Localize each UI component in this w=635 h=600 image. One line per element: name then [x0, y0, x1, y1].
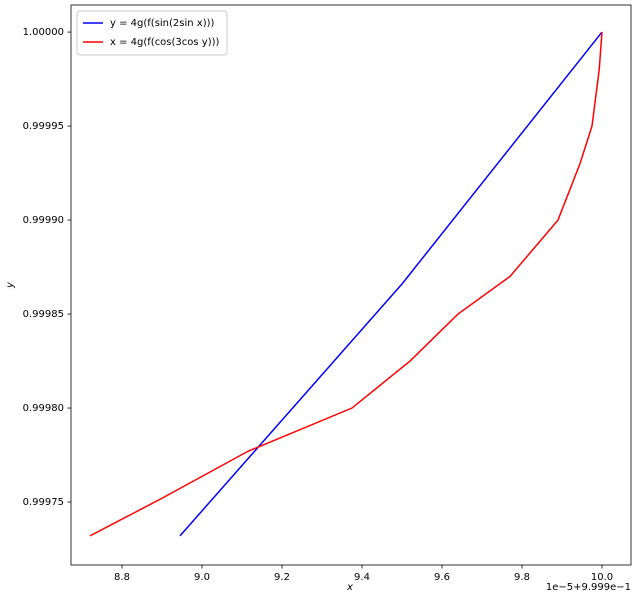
x-tick-label: 10.0: [591, 572, 613, 583]
legend-box: [76, 10, 228, 56]
y-tick-label: 0.99985: [23, 309, 64, 320]
plot-frame: [70, 4, 632, 566]
x-tick-label: 9.0: [194, 572, 210, 583]
y-tick-label: 0.99995: [23, 121, 64, 132]
line: [179, 31, 603, 537]
y-tick-label: 0.99980: [23, 403, 64, 414]
y-tick-label: 0.99975: [23, 497, 64, 508]
x-tick-label: 9.6: [434, 572, 450, 583]
x-offset-label: 1e−5+9.999e−1: [546, 582, 631, 593]
y-tick-label: 0.99990: [23, 215, 64, 226]
line: [89, 32, 603, 537]
x-axis-label: x: [346, 582, 353, 593]
x-tick-label: 8.8: [114, 572, 130, 583]
y-tick-label: 1.00000: [23, 27, 64, 38]
legend-label: x = 4g(f(cos(3cos y))): [110, 37, 220, 48]
x-tick-label: 9.2: [274, 572, 290, 583]
legend-label: y = 4g(f(sin(2sin x))): [110, 18, 215, 29]
y-axis-label: y: [5, 281, 16, 289]
x-tick-label: 9.4: [354, 572, 370, 583]
x-tick-label: 9.8: [514, 572, 530, 583]
